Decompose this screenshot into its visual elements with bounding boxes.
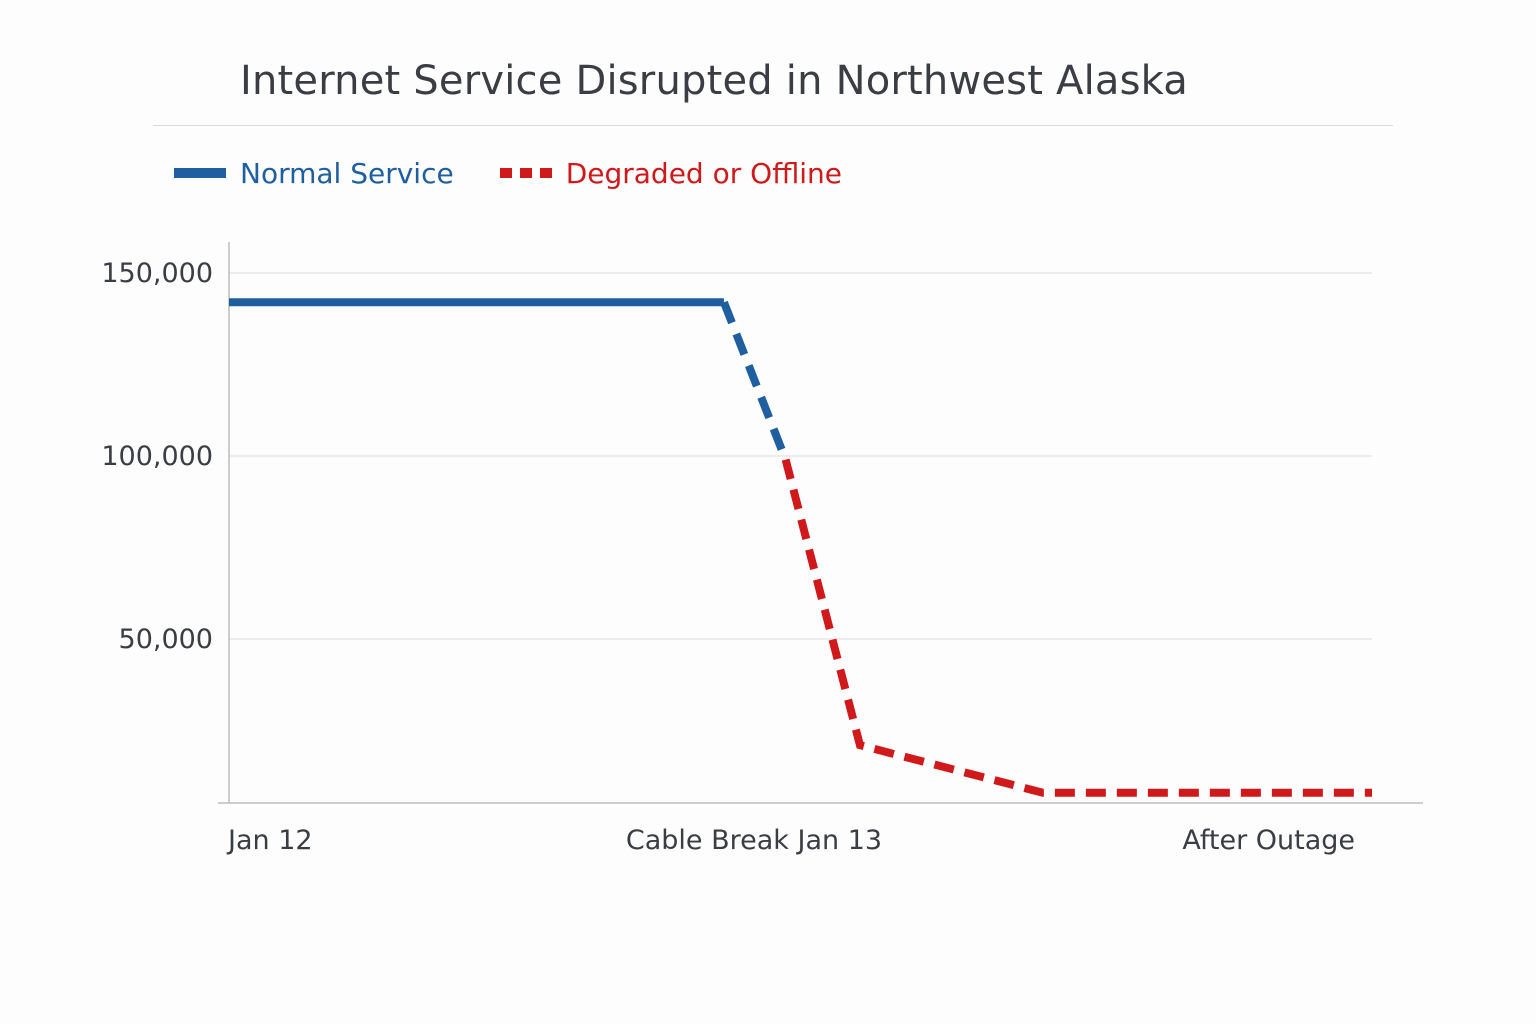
legend-swatch-normal [174,168,226,178]
chart-legend: Normal Service Degraded or Offline [174,152,888,194]
legend-item-degraded: Degraded or Offline [499,156,843,190]
legend-label-normal: Normal Service [240,156,454,190]
y-tick-label: 100,000 [101,441,213,472]
legend-item-normal: Normal Service [174,157,454,190]
y-tick-label: 150,000 [101,258,213,289]
degraded-service-line [781,458,1372,797]
x-tick-label: After Outage [1182,825,1355,856]
x-tick-label: Cable Break Jan 13 [626,825,882,856]
legend-swatch-degraded [499,168,552,178]
chart-title: Internet Service Disrupted in Northwest … [239,58,1189,104]
x-tick-label: Jan 12 [226,825,313,856]
y-tick-label: 50,000 [119,624,213,655]
legend-label-degraded: Degraded or Offline [565,156,843,190]
normal-service-transition-line [720,300,790,462]
title-divider [153,125,1393,126]
